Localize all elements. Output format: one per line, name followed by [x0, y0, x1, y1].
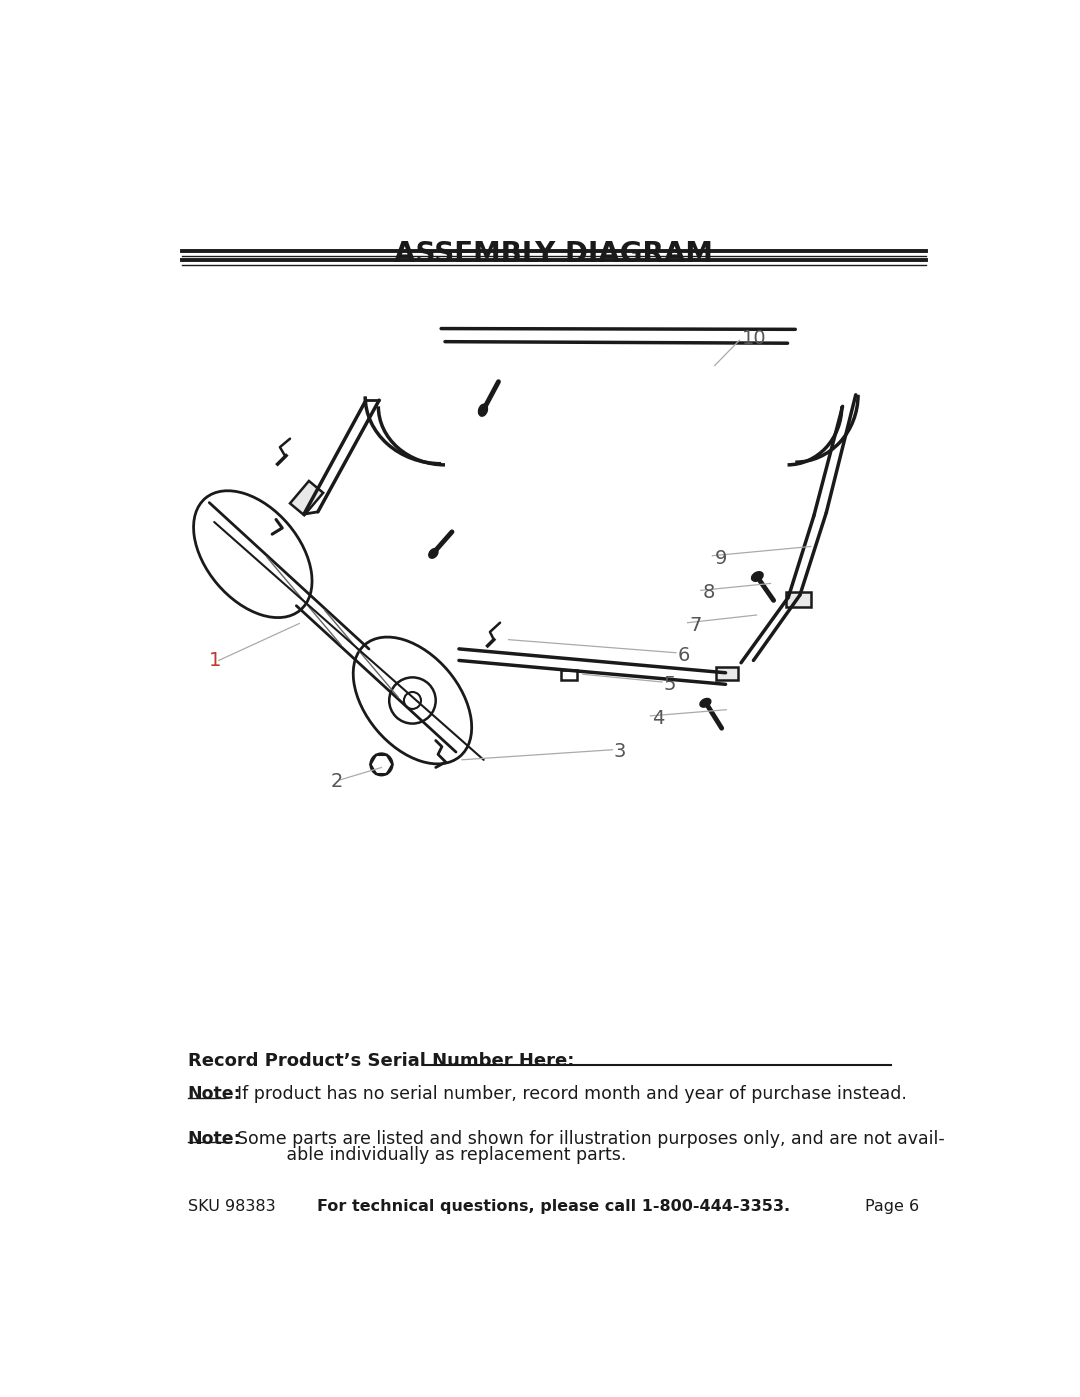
- Text: 9: 9: [715, 549, 727, 567]
- Text: 3: 3: [613, 742, 626, 761]
- Text: 1: 1: [208, 651, 221, 671]
- Ellipse shape: [429, 549, 438, 559]
- Ellipse shape: [752, 571, 764, 581]
- Text: 6: 6: [677, 645, 690, 665]
- Bar: [291, 481, 323, 515]
- Bar: [562, 669, 577, 680]
- Text: able individually as replacement parts.: able individually as replacement parts.: [227, 1146, 626, 1164]
- Text: 8: 8: [702, 583, 715, 602]
- Text: Note:: Note:: [188, 1085, 242, 1104]
- Text: Record Product’s Serial Number Here:: Record Product’s Serial Number Here:: [188, 1052, 575, 1070]
- Ellipse shape: [478, 404, 487, 416]
- Text: 10: 10: [742, 330, 767, 348]
- Ellipse shape: [700, 698, 711, 707]
- Text: SKU 98383: SKU 98383: [188, 1200, 275, 1214]
- Text: For technical questions, please call 1-800-444-3353.: For technical questions, please call 1-8…: [316, 1200, 791, 1214]
- Text: 7: 7: [689, 616, 702, 634]
- Text: Some parts are listed and shown for illustration purposes only, and are not avai: Some parts are listed and shown for illu…: [227, 1130, 945, 1148]
- Text: 2: 2: [330, 771, 342, 791]
- Text: ASSEMBLY DIAGRAM: ASSEMBLY DIAGRAM: [394, 240, 713, 268]
- Text: Note:: Note:: [188, 1130, 242, 1148]
- Bar: [716, 666, 738, 680]
- Text: 4: 4: [652, 708, 664, 728]
- Text: 5: 5: [663, 675, 676, 694]
- Text: If product has no serial number, record month and year of purchase instead.: If product has no serial number, record …: [227, 1085, 907, 1104]
- Bar: [786, 592, 811, 608]
- Text: Page 6: Page 6: [865, 1200, 919, 1214]
